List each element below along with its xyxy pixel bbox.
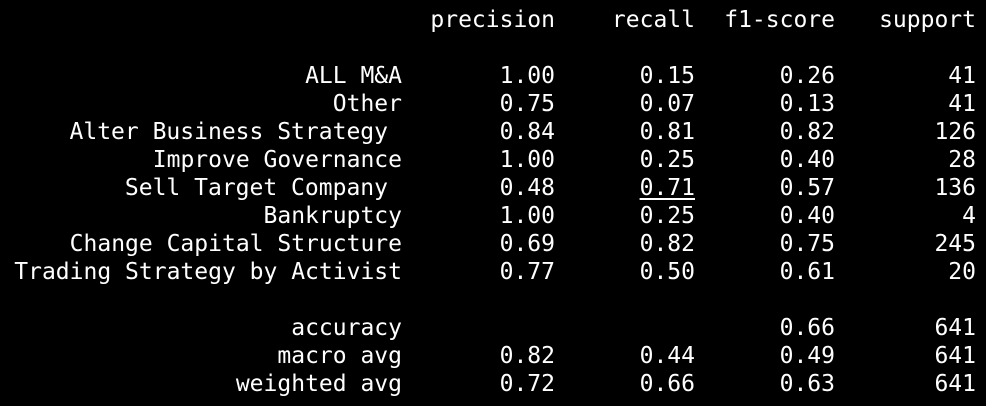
row-label: Change Capital Structure — [69, 231, 402, 257]
row-precision: 0.69 — [499, 231, 555, 257]
header-precision: precision — [430, 7, 555, 33]
header-f1-score: f1-score — [724, 7, 835, 33]
summary-support: 641 — [934, 371, 976, 397]
row-support: 28 — [948, 147, 976, 173]
row-support: 41 — [948, 91, 976, 117]
row-f1-score: 0.75 — [779, 231, 835, 257]
row-label: Bankruptcy — [263, 203, 402, 229]
row-support: 41 — [948, 63, 976, 89]
summary-f1-score: 0.63 — [779, 371, 835, 397]
summary-recall: 0.66 — [639, 371, 695, 397]
row-label: Alter Business Strategy — [69, 119, 389, 145]
summary-precision: 0.82 — [499, 343, 555, 369]
row-precision: 1.00 — [499, 203, 555, 229]
summary-label: macro avg — [277, 343, 402, 369]
row-recall: 0.07 — [639, 91, 695, 117]
row-recall: 0.15 — [639, 63, 695, 89]
row-label: Other — [332, 91, 402, 117]
summary-precision: 0.72 — [499, 371, 555, 397]
row-precision: 0.77 — [499, 259, 555, 285]
row-recall: 0.82 — [639, 231, 695, 257]
summary-recall: 0.44 — [639, 343, 695, 369]
row-support: 136 — [934, 175, 976, 201]
row-support: 126 — [934, 119, 976, 145]
row-support: 4 — [962, 203, 976, 229]
row-f1-score: 0.57 — [779, 175, 835, 201]
row-support: 245 — [934, 231, 976, 257]
row-f1-score: 0.26 — [779, 63, 835, 89]
row-label: Improve Governance — [152, 147, 402, 173]
row-precision: 0.75 — [499, 91, 555, 117]
summary-f1-score: 0.66 — [779, 315, 835, 341]
row-f1-score: 0.13 — [779, 91, 835, 117]
summary-label: accuracy — [291, 315, 402, 341]
header-recall: recall — [611, 7, 695, 33]
row-label: Sell Target Company — [124, 175, 388, 201]
summary-support: 641 — [934, 315, 976, 341]
summary-f1-score: 0.49 — [779, 343, 835, 369]
row-label: ALL M&A — [305, 63, 402, 89]
row-support: 20 — [948, 259, 976, 285]
summary-label: weighted avg — [235, 371, 402, 397]
row-precision: 0.84 — [499, 119, 555, 145]
row-f1-score: 0.40 — [779, 147, 835, 173]
row-recall: 0.50 — [639, 259, 695, 285]
row-precision: 1.00 — [499, 63, 555, 89]
row-recall: 0.71 — [639, 175, 695, 201]
row-precision: 1.00 — [499, 147, 555, 173]
row-f1-score: 0.40 — [779, 203, 835, 229]
row-precision: 0.48 — [499, 175, 555, 201]
row-recall: 0.81 — [639, 119, 695, 145]
summary-support: 641 — [934, 343, 976, 369]
row-recall: 0.25 — [639, 203, 695, 229]
row-recall: 0.25 — [639, 147, 695, 173]
row-f1-score: 0.82 — [779, 119, 835, 145]
row-label: Trading Strategy by Activist — [14, 259, 402, 285]
row-f1-score: 0.61 — [779, 259, 835, 285]
header-support: support — [879, 7, 976, 33]
